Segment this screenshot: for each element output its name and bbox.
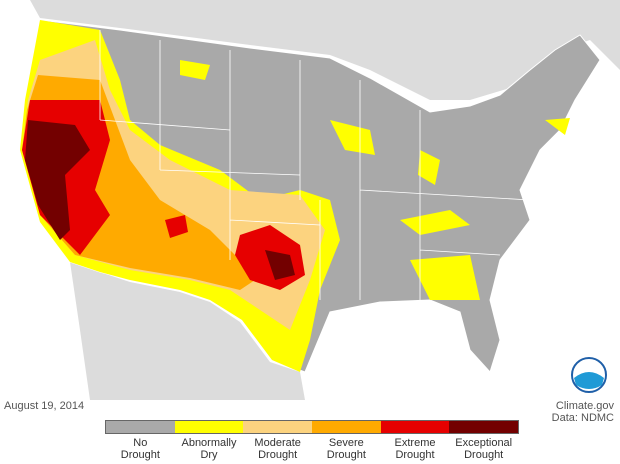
legend-swatch — [449, 421, 519, 433]
drought-extreme-az — [165, 215, 188, 238]
legend-label: Moderate Drought — [254, 437, 301, 461]
legend-item: Exceptional Drought — [449, 421, 519, 461]
drought-exceptional-ca — [25, 120, 90, 240]
legend-item: Abnormally Dry — [174, 421, 244, 461]
canada — [30, 0, 620, 100]
legend-swatch — [243, 421, 313, 433]
legend-item: Severe Drought — [312, 421, 381, 461]
mexico — [70, 262, 305, 400]
legend-swatch — [312, 421, 381, 433]
legend-label: Abnormally Dry — [181, 437, 237, 461]
drought-exceptional-tx — [265, 250, 295, 280]
state-borders — [99, 30, 531, 300]
legend-label: Exceptional Drought — [455, 437, 513, 461]
noaa-logo — [571, 357, 607, 393]
legend-item: No Drought — [106, 421, 175, 461]
legend: No Drought Abnormally Dry Moderate Drought… — [105, 420, 519, 461]
drought-map — [20, 0, 620, 400]
legend-label: Severe Drought — [326, 437, 366, 461]
legend-swatch — [380, 421, 450, 433]
date: August 19, 2014 — [4, 400, 85, 412]
legend-swatch — [174, 421, 244, 433]
legend-swatch — [106, 421, 175, 433]
legend-item: Moderate Drought — [243, 421, 313, 461]
legend-item: Extreme Drought — [380, 421, 450, 461]
data-credit: Data: NDMC — [551, 412, 614, 424]
legend-label: No Drought — [120, 437, 160, 461]
legend-label: Extreme Drought — [394, 437, 436, 461]
source: Climate.gov — [555, 400, 614, 412]
